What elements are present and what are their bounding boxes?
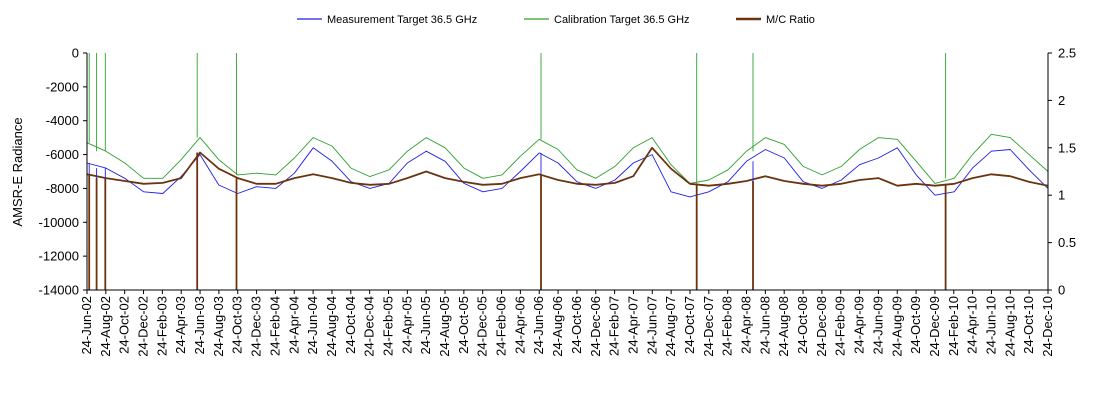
y2-tick-label-3: 1 [1058,188,1065,203]
series-line-2 [86,133,1049,184]
x-tick-label-48: 24-Jun-10 [983,296,998,355]
x-tick-label-35: 24-Apr-08 [739,296,754,354]
x-tick-label-5: 24-Apr-03 [173,296,188,354]
x-tick-label-25: 24-Aug-06 [550,296,565,357]
y2-tick-label-1: 2 [1058,93,1065,108]
legend-label-ratio: M/C Ratio [766,14,815,26]
x-tick-label-22: 24-Feb-06 [494,296,509,356]
x-tick-label-12: 24-Jun-04 [305,296,320,355]
y-axis-title: AMSR-E Radiance [10,117,25,226]
x-tick-label-38: 24-Oct-08 [795,296,810,354]
y-tick-label-6: -12000 [39,249,79,264]
x-tick-label-8: 24-Oct-03 [230,296,245,354]
x-tick-label-45: 24-Dec-09 [927,296,942,357]
x-tick-label-39: 24-Dec-08 [814,296,829,357]
y-tick-label-4: -8000 [46,181,79,196]
x-tick-label-34: 24-Feb-08 [720,296,735,356]
x-tick-label-43: 24-Aug-09 [889,296,904,357]
x-tick-label-27: 24-Dec-06 [588,296,603,357]
y2-tick-label-0: 2.5 [1058,46,1076,61]
legend: Measurement Target 36.5 GHz Calibration … [297,14,815,26]
x-tick-label-33: 24-Dec-07 [701,296,716,357]
x-tick-label-49: 24-Aug-10 [1002,296,1017,357]
x-tick-label-11: 24-Apr-04 [286,296,301,354]
x-tick-label-16: 24-Feb-05 [380,296,395,356]
x-tick-label-37: 24-Aug-08 [776,296,791,357]
series-line-1 [86,147,1049,198]
x-tick-label-0: 24-Jun-02 [79,296,94,355]
x-tick-label-26: 24-Oct-06 [569,296,584,354]
y-tick-label-5: -10000 [39,215,79,230]
x-tick-label-29: 24-Apr-07 [625,296,640,354]
y-tick-label-1: -2000 [46,79,79,94]
x-tick-label-19: 24-Aug-05 [437,296,452,357]
x-tick-label-51: 24-Dec-10 [1040,296,1055,357]
x-tick-label-23: 24-Apr-06 [512,296,527,354]
x-tick-label-14: 24-Oct-04 [343,296,358,354]
x-tick-label-3: 24-Dec-02 [136,296,151,357]
legend-label-measurement: Measurement Target 36.5 GHz [327,14,477,26]
x-tick-label-9: 24-Dec-03 [249,296,264,357]
x-tick-label-7: 24-Aug-03 [211,296,226,357]
series-line-3 [86,146,1049,187]
x-tick-label-18: 24-Jun-05 [418,296,433,355]
plot-area [86,53,1049,290]
x-tick-label-47: 24-Apr-10 [965,296,980,354]
y2-tick-label-4: 0.5 [1058,235,1076,250]
x-tick-label-24: 24-Jun-06 [531,296,546,355]
x-tick-label-10: 24-Feb-04 [267,296,282,356]
x-tick-label-15: 24-Dec-04 [362,296,377,357]
x-tick-label-13: 24-Aug-04 [324,296,339,357]
x-tick-label-1: 24-Aug-02 [98,296,113,357]
y-tick-label-7: -14000 [39,283,79,298]
x-tick-label-42: 24-Jun-09 [870,296,885,355]
y-tick-label-3: -6000 [46,147,79,162]
x-tick-label-17: 24-Apr-05 [399,296,414,354]
x-tick-label-32: 24-Oct-07 [682,296,697,354]
x-tick-label-44: 24-Oct-09 [908,296,923,354]
x-tick-label-46: 24-Feb-10 [946,296,961,356]
x-tick-label-40: 24-Feb-09 [833,296,848,356]
x-tick-label-31: 24-Aug-07 [663,296,678,357]
legend-label-calibration: Calibration Target 36.5 GHz [554,14,690,26]
x-tick-label-41: 24-Apr-09 [852,296,867,354]
y2-tick-label-5: 0 [1058,283,1065,298]
x-tick-label-2: 24-Oct-02 [117,296,132,354]
x-tick-label-36: 24-Jun-08 [757,296,772,355]
y2-tick-label-2: 1.5 [1058,140,1076,155]
x-tick-label-4: 24-Feb-03 [154,296,169,356]
x-tick-label-20: 24-Oct-05 [456,296,471,354]
x-tick-label-30: 24-Jun-07 [644,296,659,355]
y-tick-label-0: 0 [72,46,79,61]
x-tick-label-50: 24-Oct-10 [1021,296,1036,354]
x-tick-label-21: 24-Dec-05 [475,296,490,357]
y-tick-label-2: -4000 [46,113,79,128]
x-tick-label-6: 24-Jun-03 [192,296,207,355]
x-tick-label-28: 24-Feb-07 [607,296,622,356]
